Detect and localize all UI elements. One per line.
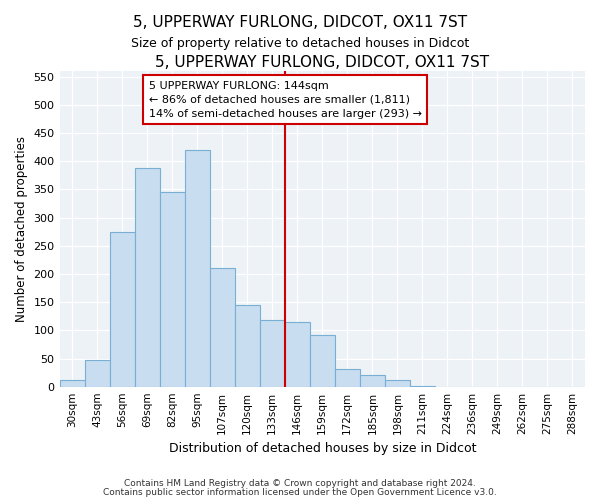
Bar xyxy=(235,305,260,386)
Y-axis label: Number of detached properties: Number of detached properties xyxy=(15,136,28,322)
Bar xyxy=(160,192,185,386)
Title: 5, UPPERWAY FURLONG, DIDCOT, OX11 7ST: 5, UPPERWAY FURLONG, DIDCOT, OX11 7ST xyxy=(155,55,490,70)
Bar xyxy=(185,150,209,386)
Bar xyxy=(209,268,235,386)
Bar xyxy=(85,360,110,386)
Bar xyxy=(260,320,285,386)
Bar xyxy=(385,380,410,386)
Bar xyxy=(335,368,360,386)
Bar xyxy=(59,380,85,386)
Bar xyxy=(285,322,310,386)
X-axis label: Distribution of detached houses by size in Didcot: Distribution of detached houses by size … xyxy=(169,442,476,455)
Text: 5, UPPERWAY FURLONG, DIDCOT, OX11 7ST: 5, UPPERWAY FURLONG, DIDCOT, OX11 7ST xyxy=(133,15,467,30)
Bar xyxy=(110,232,134,386)
Text: Size of property relative to detached houses in Didcot: Size of property relative to detached ho… xyxy=(131,38,469,51)
Text: 5 UPPERWAY FURLONG: 144sqm
← 86% of detached houses are smaller (1,811)
14% of s: 5 UPPERWAY FURLONG: 144sqm ← 86% of deta… xyxy=(149,80,422,118)
Bar xyxy=(310,335,335,386)
Bar xyxy=(360,376,385,386)
Bar xyxy=(134,168,160,386)
Text: Contains HM Land Registry data © Crown copyright and database right 2024.: Contains HM Land Registry data © Crown c… xyxy=(124,479,476,488)
Text: Contains public sector information licensed under the Open Government Licence v3: Contains public sector information licen… xyxy=(103,488,497,497)
